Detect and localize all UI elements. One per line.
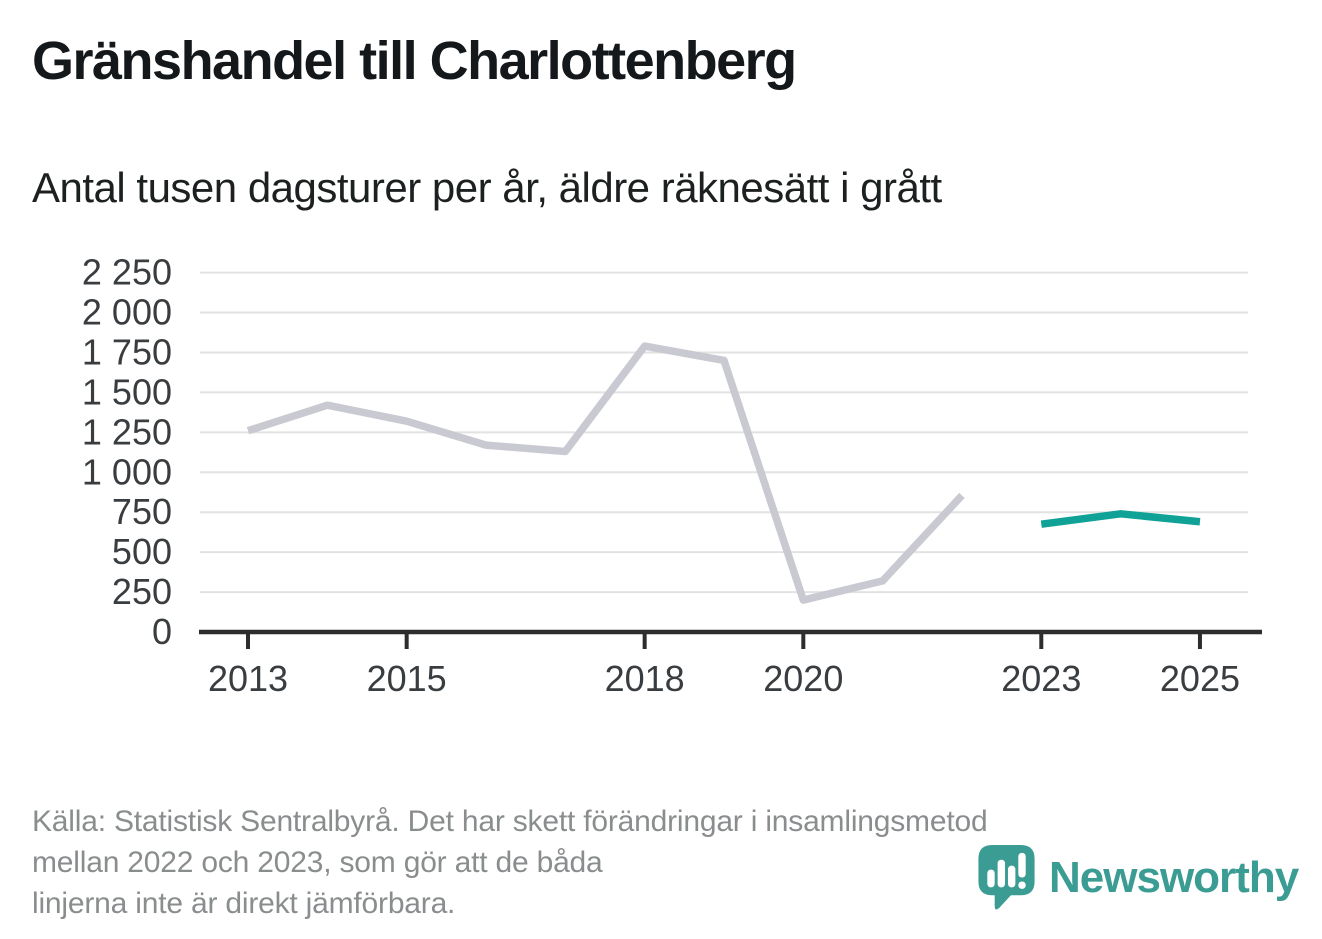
- x-tick-label: 2013: [208, 658, 288, 699]
- y-tick-label: 250: [112, 571, 172, 612]
- y-tick-label: 1 500: [82, 371, 172, 412]
- y-tick-label: 2 250: [82, 252, 172, 293]
- x-tick-label: 2025: [1160, 658, 1240, 699]
- source-note-line: mellan 2022 och 2023, som gör att de båd…: [32, 846, 603, 879]
- x-tick-label: 2015: [367, 658, 447, 699]
- newsworthy-logo: Newsworthy: [978, 845, 1299, 910]
- chart-subtitle: Antal tusen dagsturer per år, äldre räkn…: [32, 164, 942, 211]
- newsworthy-bubble-icon: [978, 845, 1035, 910]
- y-tick-label: 1 000: [82, 451, 172, 492]
- source-note: Källa: Statistisk Sentralbyrå. Det har s…: [32, 801, 988, 924]
- x-tick-label: 2020: [763, 658, 843, 699]
- x-tick-label: 2018: [605, 658, 685, 699]
- y-tick-label: 2 000: [82, 292, 172, 333]
- y-tick-label: 750: [112, 491, 172, 532]
- page-title: Gränshandel till Charlottenberg: [32, 31, 797, 91]
- x-tick-label: 2023: [1001, 658, 1081, 699]
- source-note-line: Källa: Statistisk Sentralbyrå. Det har s…: [32, 805, 988, 838]
- source-note-line: linjerna inte är direkt jämförbara.: [32, 887, 456, 920]
- y-tick-label: 500: [112, 531, 172, 572]
- y-tick-label: 1 750: [82, 331, 172, 372]
- newsworthy-wordmark: Newsworthy: [1049, 853, 1299, 902]
- y-tick-label: 0: [152, 611, 172, 652]
- y-tick-label: 1 250: [82, 411, 172, 452]
- series-line: [246, 342, 965, 604]
- series-line: [1040, 510, 1201, 528]
